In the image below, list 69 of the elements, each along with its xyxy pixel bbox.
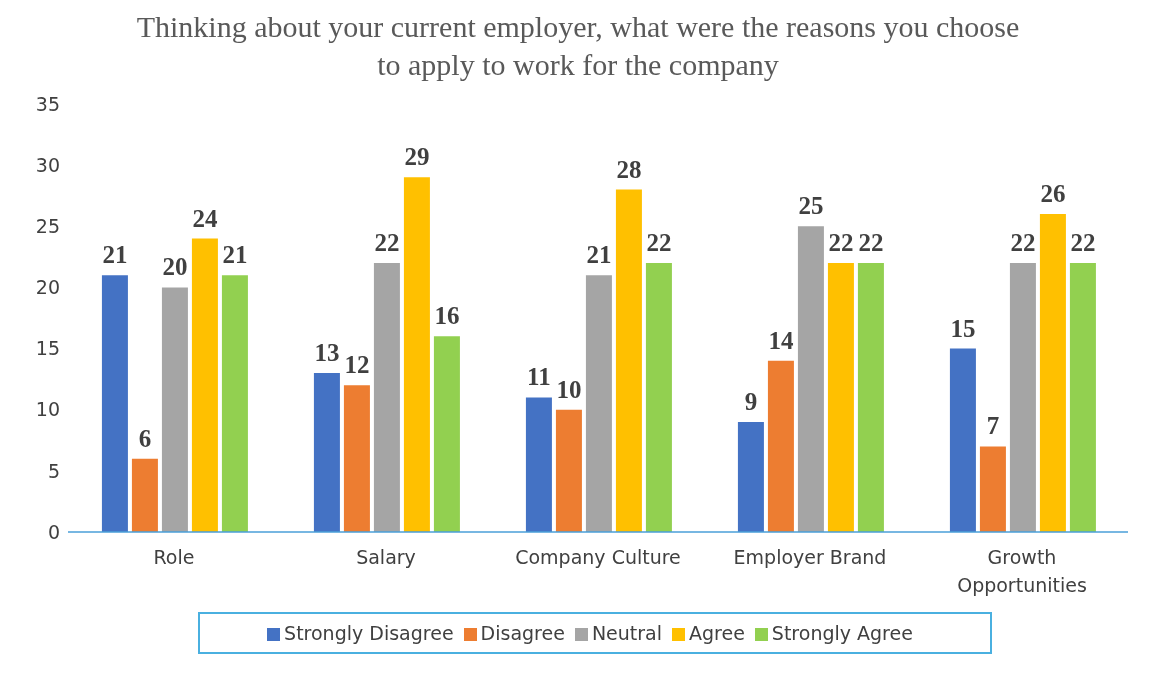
bar: [373, 262, 400, 532]
x-tick-label: Role: [153, 546, 195, 568]
data-label: 13: [314, 339, 340, 367]
bar: [1039, 214, 1066, 532]
y-tick-label: 0: [47, 520, 60, 543]
y-tick-label: 5: [47, 459, 60, 482]
bar: [343, 385, 370, 532]
data-label: 21: [586, 241, 612, 269]
bar: [525, 397, 552, 532]
bar: [767, 360, 794, 532]
bar: [585, 275, 612, 532]
data-label: 26: [1040, 180, 1066, 208]
data-label: 7: [986, 412, 1000, 440]
data-label: 21: [102, 241, 128, 269]
x-tick-label: Salary: [356, 546, 416, 568]
x-tick-label: Growth Opportunities: [957, 546, 1087, 596]
bar: [737, 421, 764, 532]
y-tick-label: 35: [35, 92, 60, 115]
y-tick-label: 20: [35, 276, 60, 299]
data-label: 22: [828, 228, 854, 256]
data-label: 22: [858, 228, 884, 256]
data-label: 21: [222, 241, 248, 269]
bar: [161, 287, 188, 532]
bar: [979, 446, 1006, 532]
data-label: 28: [616, 155, 642, 183]
y-tick-label: 30: [35, 153, 60, 176]
bar: [827, 262, 854, 532]
bar: [615, 189, 642, 532]
legend-label: Agree: [689, 622, 745, 644]
data-label: 9: [744, 387, 758, 415]
bar: [949, 348, 976, 532]
legend-label: Strongly Disagree: [284, 622, 454, 644]
data-label: 22: [374, 228, 400, 256]
data-label: 20: [162, 253, 188, 281]
data-label: 22: [646, 228, 672, 256]
bar: [101, 275, 128, 532]
data-label: 22: [1070, 228, 1096, 256]
data-label: 15: [950, 314, 976, 342]
data-label: 12: [344, 351, 370, 379]
bar: [555, 409, 582, 532]
data-label: 6: [138, 424, 152, 452]
bar: [645, 262, 672, 532]
bar: [433, 336, 460, 532]
bar: [313, 373, 340, 532]
bar: [1069, 262, 1096, 532]
x-tick-label: Employer Brand: [733, 546, 887, 568]
bar: [191, 238, 218, 532]
bar: [1009, 262, 1036, 532]
bar: [797, 226, 824, 532]
y-tick-label: 25: [35, 215, 60, 238]
data-label: 22: [1010, 228, 1036, 256]
bar: [221, 275, 248, 532]
legend-label: Disagree: [480, 622, 565, 644]
data-label: 16: [434, 302, 460, 330]
data-label: 14: [768, 326, 794, 354]
legend-label: Strongly Agree: [771, 622, 913, 644]
chart-title: Thinking about your current employer, what were the reasons you choose to apply to work for the company: [135, 9, 1021, 83]
data-label: 29: [404, 143, 430, 171]
y-tick-label: 10: [35, 398, 60, 421]
data-label: 24: [192, 204, 218, 232]
bar: [131, 458, 158, 532]
data-label: 25: [798, 192, 824, 220]
bar: [403, 177, 430, 532]
legend-label: Neutral: [591, 622, 663, 644]
data-label: 11: [527, 363, 551, 391]
x-tick-label: Company Culture: [515, 546, 681, 568]
y-tick-label: 15: [35, 337, 60, 360]
bar: [857, 262, 884, 532]
data-label: 10: [556, 375, 582, 403]
